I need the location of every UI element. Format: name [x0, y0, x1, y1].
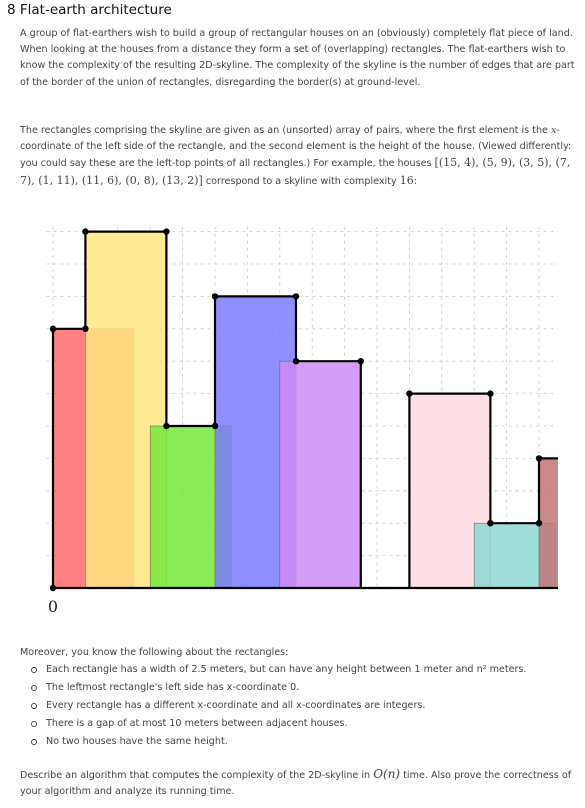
skyline-vertex — [535, 455, 543, 462]
para2-text-2: -coordinate of the left side of the rect… — [20, 125, 572, 170]
fact-text: The leftmost rectangle's left side has — [46, 682, 227, 693]
fact-item: Each rectangle has a width of 2.5 meters… — [31, 661, 575, 679]
skyline-vertex — [49, 584, 57, 592]
fact-text: -coordinate — [232, 682, 291, 693]
intro-paragraph: A group of flat-earthers wish to build a… — [20, 28, 575, 88]
question-text-1: Describe an algorithm that computes the … — [20, 770, 374, 781]
fact-math: 10 — [169, 718, 182, 729]
fact-text: meter and — [420, 664, 477, 675]
problem-title: 8 Flat-earth architecture — [7, 2, 172, 18]
fact-math: 0 — [290, 682, 297, 693]
fact-text: There is a gap of at most — [46, 718, 170, 729]
fact-math: x — [197, 700, 204, 711]
skyline-figure: 0 — [46, 226, 558, 616]
para2-x-var: x — [550, 125, 557, 136]
facts-list: Each rectangle has a width of 2.5 meters… — [20, 661, 575, 751]
origin-label: 0 — [48, 597, 58, 616]
moreover-text: Moreover, you know the following about t… — [20, 647, 289, 658]
house-rect — [279, 360, 362, 589]
fact-text: . — [296, 682, 300, 693]
fact-math: n² — [476, 664, 487, 675]
fact-text: meters between adjacent houses. — [181, 718, 348, 729]
fact-item: There is a gap of at most 10 meters betw… — [31, 715, 575, 733]
example-complexity: 16 — [399, 173, 414, 187]
fact-math: 1 — [414, 664, 421, 675]
skyline-vertex — [406, 390, 413, 397]
skyline-vertex — [487, 520, 494, 527]
para2-text-4: : — [413, 175, 417, 187]
skyline-vertex — [211, 293, 219, 300]
fact-item: Every rectangle has a different x-coordi… — [31, 697, 575, 715]
skyline-vertex — [292, 293, 300, 300]
example-array: [(15, 4), (5, 9), (3, 5), (7, 7), (1, 11… — [20, 156, 571, 187]
input-description-paragraph: The rectangles comprising the skyline ar… — [20, 123, 575, 190]
skyline-vertex — [163, 228, 170, 235]
facts-section: Moreover, you know the following about t… — [20, 647, 575, 751]
skyline-vertex — [535, 520, 543, 527]
fact-math: x — [226, 682, 233, 693]
question-paragraph: Describe an algorithm that computes the … — [20, 766, 575, 800]
skyline-vertex — [49, 325, 57, 332]
para2-text-1: The rectangles comprising the skyline ar… — [20, 125, 551, 136]
skyline-vertex — [487, 390, 494, 397]
fact-text: Each rectangle has a width of — [46, 664, 192, 675]
fact-item: The leftmost rectangle's left side has x… — [31, 679, 575, 697]
question-text-2: time. Also prove the correctness of your… — [20, 770, 572, 798]
fact-text: -coordinates are integers. — [301, 700, 426, 711]
question-complexity: O(n) — [373, 767, 401, 781]
fact-text: meters. — [486, 664, 527, 675]
skyline-outline — [51, 230, 558, 588]
fact-math: x — [296, 700, 302, 711]
skyline-vertex — [357, 358, 364, 365]
fact-text: No two houses have the same height. — [46, 736, 228, 747]
fact-text: -coordinate and all — [203, 700, 297, 711]
skyline-vertex — [82, 228, 89, 235]
skyline-vertex — [163, 422, 170, 430]
fact-text: meters, but can have any height between — [206, 664, 415, 675]
skyline-vertex — [82, 325, 89, 332]
fact-math: 2.5 — [191, 664, 207, 675]
fact-text: Every rectangle has a different — [46, 700, 198, 711]
skyline-vertex — [211, 422, 219, 430]
fact-item: No two houses have the same height. — [31, 733, 575, 751]
para2-text-3: correspond to a skyline with complexity — [202, 175, 400, 187]
skyline-vertex — [292, 358, 300, 365]
